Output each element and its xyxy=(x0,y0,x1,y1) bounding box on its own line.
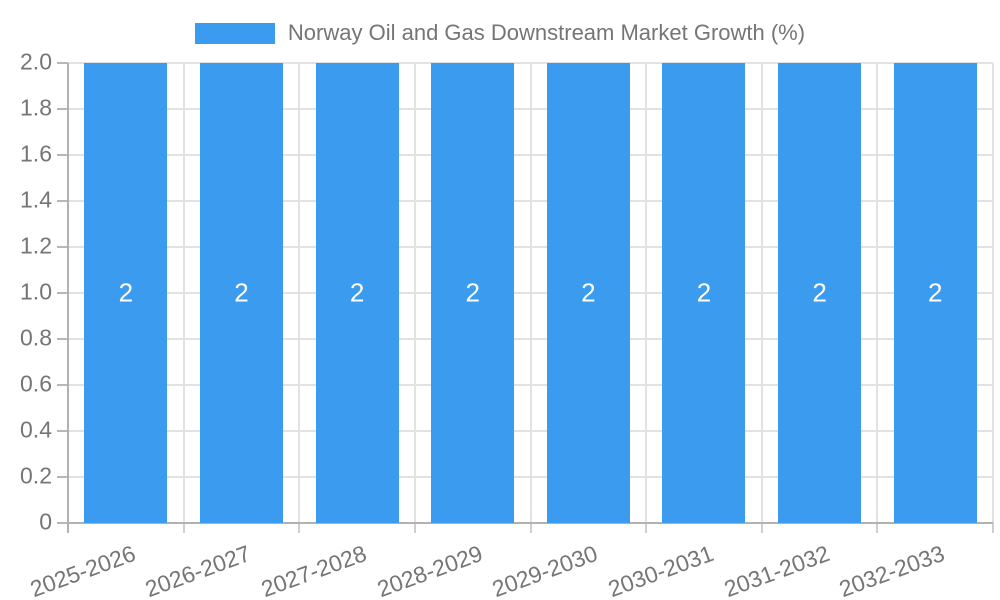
x-tick-label: 2028-2029 xyxy=(373,540,486,600)
legend-label: Norway Oil and Gas Downstream Market Gro… xyxy=(287,20,806,45)
bar-value-label: 2 xyxy=(465,277,480,308)
x-axis-tick xyxy=(645,523,648,533)
x-axis-tick xyxy=(876,523,879,533)
bar-value-label: 2 xyxy=(581,277,596,308)
bar-value-label: 2 xyxy=(927,277,943,308)
bar-2030-2031 xyxy=(662,63,746,523)
y-axis-tick xyxy=(57,246,68,248)
y-tick-label: 1.2 xyxy=(20,232,52,259)
legend-item[interactable]: Norway Oil and Gas Downstream Market Gro… xyxy=(0,20,1000,46)
y-axis-tick xyxy=(57,62,68,64)
bar-2028-2029 xyxy=(431,63,515,523)
x-tick-label: 2030-2031 xyxy=(604,540,717,600)
x-axis-tick xyxy=(760,523,763,533)
y-axis-line xyxy=(67,63,69,533)
y-axis-tick xyxy=(57,430,68,432)
x-gridline xyxy=(992,63,994,523)
y-tick-label: 1.0 xyxy=(20,278,52,305)
y-tick-label: 2.0 xyxy=(20,48,52,75)
x-gridline xyxy=(182,63,185,523)
x-gridline xyxy=(413,63,416,523)
legend-color-swatch xyxy=(194,22,275,44)
bar-2031-2032 xyxy=(778,63,862,523)
y-axis-tick xyxy=(57,384,68,386)
y-axis-tick xyxy=(57,154,68,156)
bar-2032-2033 xyxy=(893,63,977,523)
x-tick-label: 2027-2028 xyxy=(257,540,370,600)
bar-value-label: 2 xyxy=(349,277,365,308)
x-axis-tick xyxy=(992,523,994,533)
bar-value-label: 2 xyxy=(696,277,712,308)
x-gridline xyxy=(645,63,648,523)
x-axis-tick xyxy=(529,523,532,533)
y-axis-tick xyxy=(57,476,68,478)
x-gridline xyxy=(529,63,532,523)
x-axis-tick xyxy=(298,523,301,533)
y-axis-tick xyxy=(57,200,68,202)
x-tick-label: 2025-2026 xyxy=(26,540,139,600)
x-tick-label: 2029-2030 xyxy=(488,540,602,600)
y-axis-tick xyxy=(57,338,68,340)
bar-2025-2026 xyxy=(84,63,168,523)
y-tick-label: 1.6 xyxy=(20,140,52,167)
y-tick-label: 0.2 xyxy=(20,462,52,489)
bar-value-label: 2 xyxy=(812,277,827,308)
x-axis-tick xyxy=(413,523,416,533)
y-tick-label: 1.4 xyxy=(20,186,52,213)
bar-value-label: 2 xyxy=(118,277,134,308)
y-tick-label: 0 xyxy=(39,508,52,535)
bar-2026-2027 xyxy=(199,63,283,523)
x-gridline xyxy=(876,63,879,523)
y-axis-tick xyxy=(57,522,68,524)
x-axis-tick xyxy=(182,523,185,533)
x-tick-label: 2031-2032 xyxy=(720,540,833,600)
y-tick-label: 0.4 xyxy=(20,416,52,443)
x-gridline xyxy=(760,63,763,523)
bar-2029-2030 xyxy=(546,63,630,523)
x-tick-label: 2032-2033 xyxy=(835,540,949,600)
x-gridline xyxy=(298,63,301,523)
bar-value-label: 2 xyxy=(234,277,249,308)
y-tick-label: 0.8 xyxy=(20,324,52,351)
x-axis-line xyxy=(68,522,993,524)
x-tick-label: 2026-2027 xyxy=(142,540,255,600)
y-axis-tick xyxy=(57,292,68,294)
y-tick-label: 1.8 xyxy=(20,94,52,121)
y-axis-tick xyxy=(57,108,68,110)
y-tick-label: 0.6 xyxy=(20,370,52,397)
bar-2027-2028 xyxy=(315,63,399,523)
